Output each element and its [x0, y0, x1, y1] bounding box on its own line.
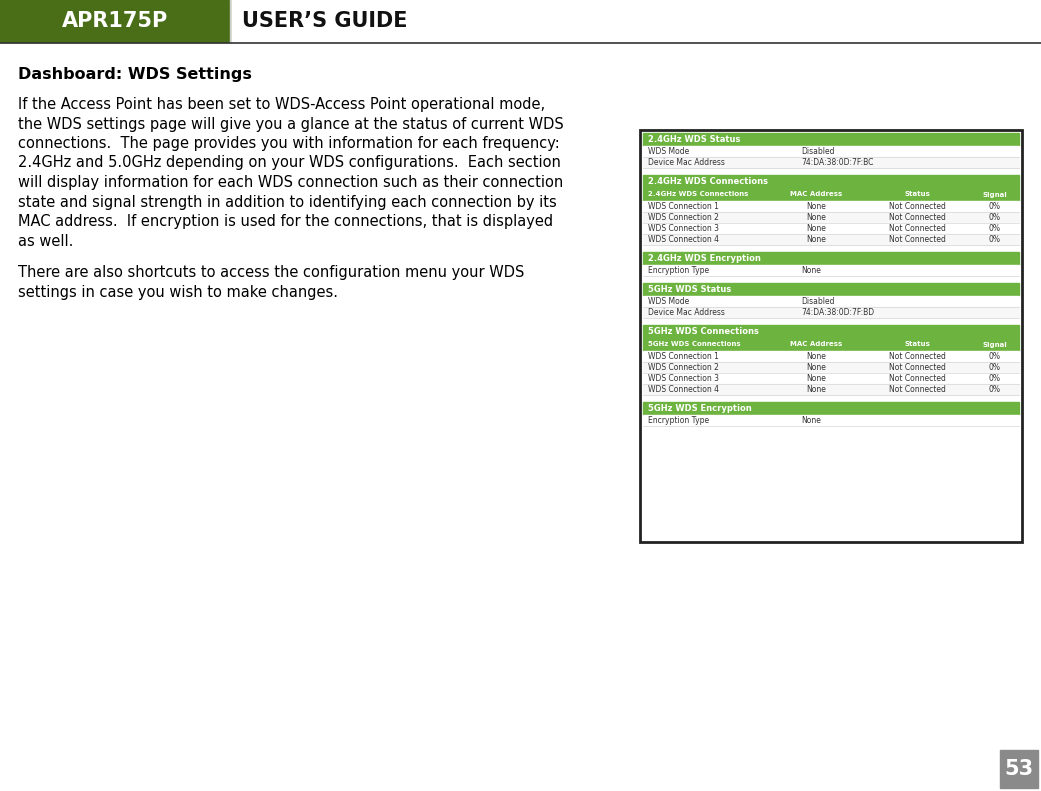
Text: 0%: 0%	[989, 352, 1000, 361]
Text: 2.4GHz WDS Connections: 2.4GHz WDS Connections	[648, 177, 768, 186]
Text: 0%: 0%	[989, 385, 1000, 394]
Text: Signal: Signal	[983, 342, 1007, 347]
Text: the WDS settings page will give you a glance at the status of current WDS: the WDS settings page will give you a gl…	[18, 116, 564, 131]
Text: Encryption Type: Encryption Type	[648, 266, 709, 275]
Text: None: None	[806, 224, 826, 233]
Text: will display information for each WDS connection such as their connection: will display information for each WDS co…	[18, 175, 563, 190]
Text: If the Access Point has been set to WDS-Access Point operational mode,: If the Access Point has been set to WDS-…	[18, 97, 545, 112]
Text: Not Connected: Not Connected	[889, 374, 946, 383]
Bar	[643, 384, 1019, 395]
Text: 0%: 0%	[989, 202, 1000, 211]
Text: None: None	[806, 235, 826, 244]
Bar	[643, 415, 1019, 426]
Text: WDS Connection 4: WDS Connection 4	[648, 235, 719, 244]
Text: Device Mac Address: Device Mac Address	[648, 308, 725, 317]
Bar	[643, 212, 1019, 223]
Text: Signal: Signal	[983, 191, 1007, 198]
Text: 5GHz WDS Status: 5GHz WDS Status	[648, 285, 731, 294]
Text: None: None	[806, 213, 826, 222]
Text: Not Connected: Not Connected	[889, 202, 946, 211]
Text: WDS Connection 2: WDS Connection 2	[648, 213, 719, 222]
Bar	[640, 130, 1022, 542]
Text: settings in case you wish to make changes.: settings in case you wish to make change…	[18, 285, 338, 300]
Bar	[643, 351, 1019, 362]
Text: 0%: 0%	[989, 213, 1000, 222]
Bar	[643, 252, 1019, 265]
Text: connections.  The page provides you with information for each frequency:: connections. The page provides you with …	[18, 136, 560, 151]
Text: MAC Address: MAC Address	[790, 191, 842, 198]
Text: Encryption Type: Encryption Type	[648, 416, 709, 425]
Text: USER’S GUIDE: USER’S GUIDE	[242, 11, 407, 31]
Text: 2.4GHz WDS Status: 2.4GHz WDS Status	[648, 135, 740, 144]
Text: APR175P: APR175P	[61, 11, 169, 31]
Bar	[643, 307, 1019, 318]
Bar	[643, 338, 1019, 351]
Text: 5GHz WDS Encryption: 5GHz WDS Encryption	[648, 404, 752, 413]
Bar	[643, 157, 1019, 168]
Text: 0%: 0%	[989, 363, 1000, 372]
Text: Disabled: Disabled	[801, 147, 835, 156]
Text: WDS Connection 1: WDS Connection 1	[648, 352, 719, 361]
Text: 2.4GHz WDS Connections: 2.4GHz WDS Connections	[648, 191, 748, 198]
Text: 0%: 0%	[989, 224, 1000, 233]
Bar	[643, 146, 1019, 157]
Text: as well.: as well.	[18, 233, 73, 248]
Bar	[0, 0, 230, 42]
Text: Device Mac Address: Device Mac Address	[648, 158, 725, 167]
Bar	[1000, 750, 1038, 788]
Text: MAC Address: MAC Address	[790, 342, 842, 347]
Text: 53: 53	[1005, 759, 1034, 779]
Text: state and signal strength in addition to identifying each connection by its: state and signal strength in addition to…	[18, 195, 557, 210]
Text: None: None	[806, 385, 826, 394]
Text: 0%: 0%	[989, 374, 1000, 383]
Text: Disabled: Disabled	[801, 297, 835, 306]
Text: 2.4GHz WDS Encryption: 2.4GHz WDS Encryption	[648, 254, 761, 263]
Bar	[643, 283, 1019, 296]
Text: None: None	[806, 352, 826, 361]
Bar	[643, 201, 1019, 212]
Text: 5GHz WDS Connections: 5GHz WDS Connections	[648, 342, 740, 347]
Text: None: None	[806, 363, 826, 372]
Text: WDS Connection 3: WDS Connection 3	[648, 224, 719, 233]
Bar	[643, 402, 1019, 415]
Text: Not Connected: Not Connected	[889, 363, 946, 372]
Text: WDS Mode: WDS Mode	[648, 297, 689, 306]
Text: MAC address.  If encryption is used for the connections, that is displayed: MAC address. If encryption is used for t…	[18, 214, 553, 229]
Bar	[643, 133, 1019, 146]
Bar	[643, 188, 1019, 201]
Text: WDS Connection 1: WDS Connection 1	[648, 202, 719, 211]
Text: Not Connected: Not Connected	[889, 385, 946, 394]
Bar	[643, 265, 1019, 276]
Text: 2.4GHz and 5.0GHz depending on your WDS configurations.  Each section: 2.4GHz and 5.0GHz depending on your WDS …	[18, 156, 561, 171]
Text: WDS Connection 2: WDS Connection 2	[648, 363, 719, 372]
Bar	[643, 325, 1019, 338]
Text: None: None	[801, 266, 820, 275]
Text: None: None	[801, 416, 820, 425]
Bar	[643, 234, 1019, 245]
Bar	[643, 362, 1019, 373]
Text: Dashboard: WDS Settings: Dashboard: WDS Settings	[18, 67, 252, 82]
Text: Not Connected: Not Connected	[889, 352, 946, 361]
Text: 74:DA:38:0D:7F:BD: 74:DA:38:0D:7F:BD	[801, 308, 874, 317]
Bar	[643, 373, 1019, 384]
Bar	[643, 223, 1019, 234]
Text: None: None	[806, 374, 826, 383]
Bar	[643, 175, 1019, 188]
Text: 0%: 0%	[989, 235, 1000, 244]
Text: Not Connected: Not Connected	[889, 235, 946, 244]
Text: Not Connected: Not Connected	[889, 213, 946, 222]
Text: WDS Connection 3: WDS Connection 3	[648, 374, 719, 383]
Text: Status: Status	[905, 342, 931, 347]
Text: WDS Connection 4: WDS Connection 4	[648, 385, 719, 394]
Bar	[643, 296, 1019, 307]
Text: 5GHz WDS Connections: 5GHz WDS Connections	[648, 327, 759, 336]
Text: WDS Mode: WDS Mode	[648, 147, 689, 156]
Text: Status: Status	[905, 191, 931, 198]
Text: None: None	[806, 202, 826, 211]
Text: Not Connected: Not Connected	[889, 224, 946, 233]
Text: 74:DA:38:0D:7F:BC: 74:DA:38:0D:7F:BC	[801, 158, 873, 167]
Text: There are also shortcuts to access the configuration menu your WDS: There are also shortcuts to access the c…	[18, 265, 525, 280]
